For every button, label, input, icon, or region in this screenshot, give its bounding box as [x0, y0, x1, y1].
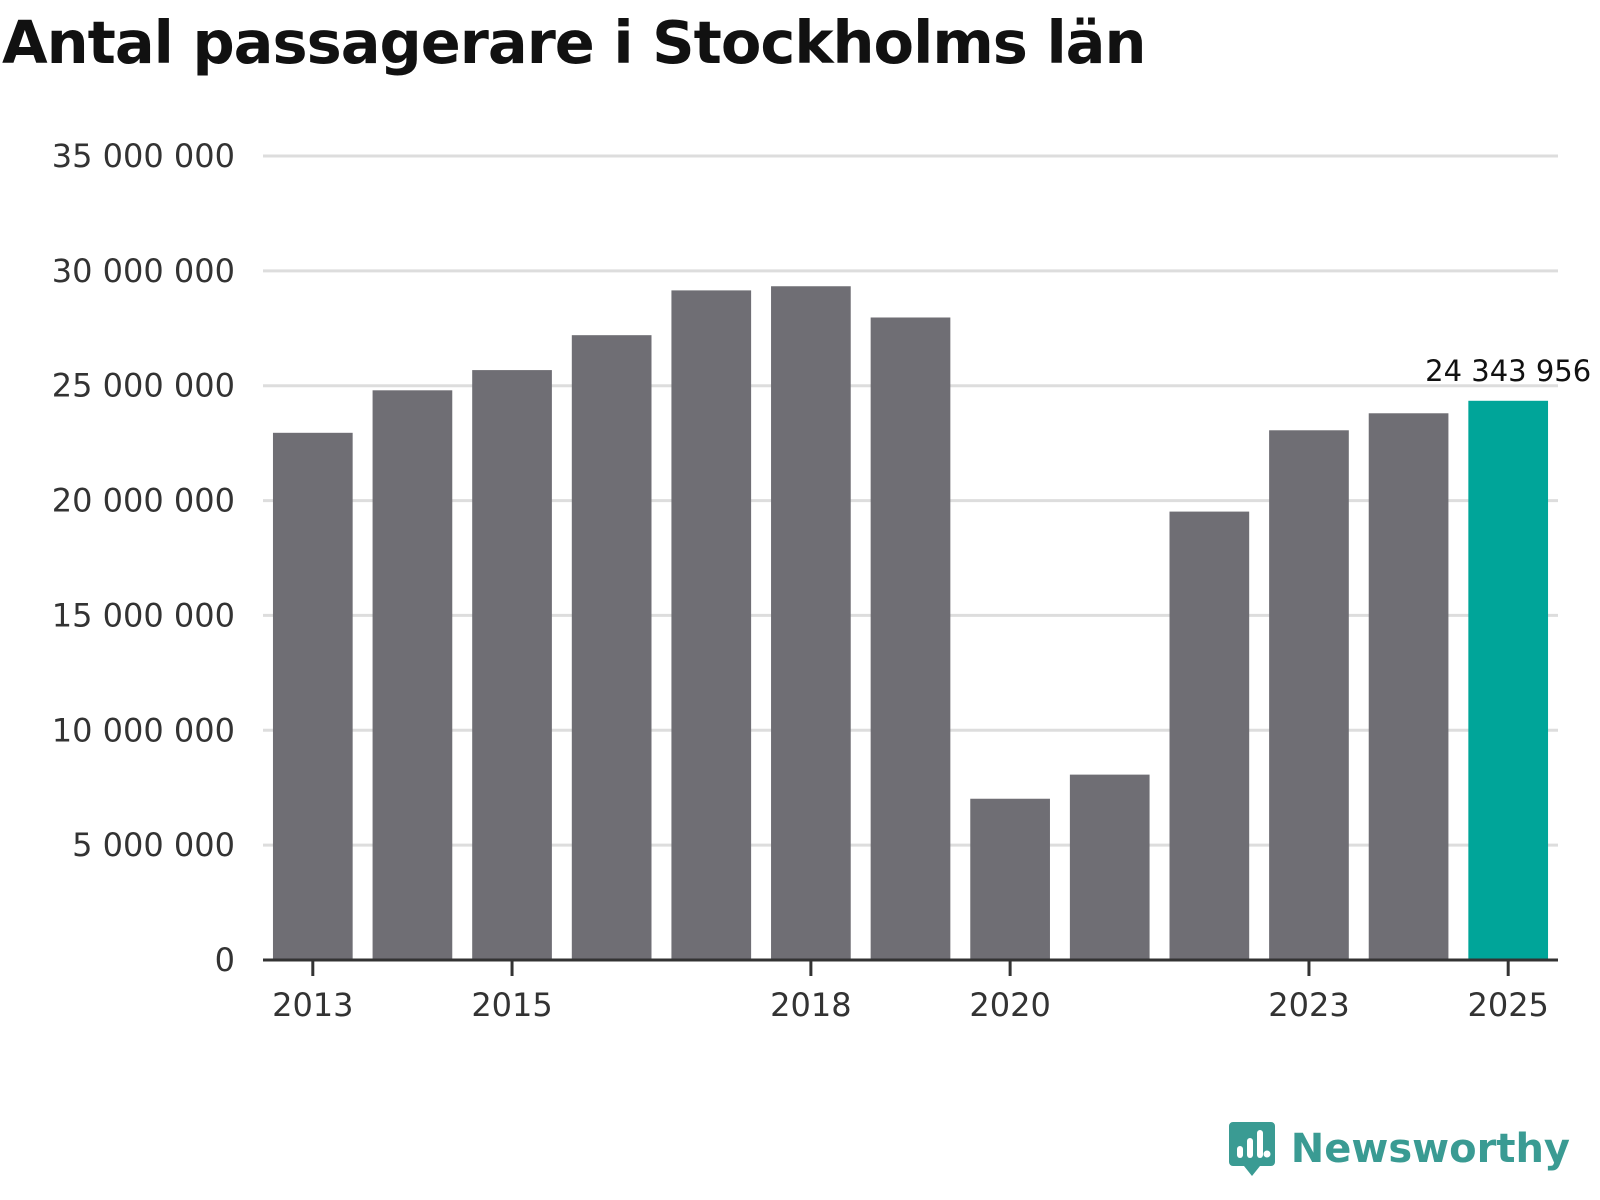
y-tick-label: 5 000 000 [72, 826, 235, 864]
brand-name: Newsworthy [1290, 1126, 1570, 1172]
y-tick-label: 20 000 000 [52, 482, 235, 520]
brand-logo: Newsworthy [1227, 1120, 1570, 1178]
bar-2019 [870, 317, 951, 960]
y-tick-label: 25 000 000 [52, 367, 235, 405]
x-tick-label: 2020 [969, 986, 1050, 1024]
bar-2021 [1069, 774, 1150, 960]
bar-2014 [372, 390, 453, 960]
bar-2018 [771, 286, 851, 960]
y-tick-label: 30 000 000 [52, 252, 235, 290]
bars [272, 286, 1549, 961]
labels: 0 5 000 000 10 000 000 15 000 000 20 000 000… [52, 137, 1591, 1024]
bar-2024 [1368, 413, 1449, 960]
data-label: 24 343 956 [1425, 354, 1591, 388]
bar-2013 [272, 432, 353, 960]
bar-2017 [671, 290, 752, 961]
y-tick-label: 10 000 000 [52, 711, 235, 749]
bar-2016 [571, 335, 652, 961]
bar-2023 [1269, 430, 1349, 960]
bar-2022 [1169, 511, 1250, 960]
y-tick-label: 0 [215, 941, 235, 979]
axes [263, 958, 1558, 976]
y-tick-label: 35 000 000 [52, 137, 235, 175]
bar-2020 [970, 798, 1050, 960]
chart-title: Antal passagerare i Stockholms län [2, 8, 1146, 77]
x-tick-label: 2013 [272, 986, 353, 1024]
y-tick-label: 15 000 000 [52, 596, 235, 634]
x-tick-label: 2025 [1467, 986, 1548, 1024]
x-tick-label: 2018 [770, 986, 851, 1024]
x-tick-label: 2015 [471, 986, 552, 1024]
x-tick-label: 2023 [1268, 986, 1349, 1024]
bar-highlight-2025 [1468, 400, 1549, 960]
bar-2015 [472, 370, 552, 960]
newsworthy-logo-icon [1228, 1122, 1275, 1176]
